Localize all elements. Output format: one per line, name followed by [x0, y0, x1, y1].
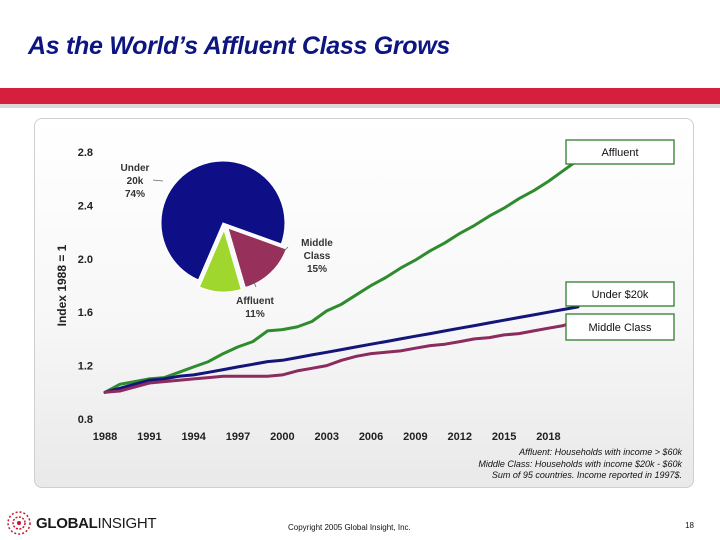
- callout-box: [565, 313, 675, 341]
- logo-part-global: GLOBAL: [36, 514, 98, 532]
- callout-middle-class: Middle Class: [565, 313, 675, 341]
- globe-icon: [7, 511, 31, 535]
- pie-slice-middle-class: [227, 227, 287, 289]
- pie-label-under-20k: Under 20k 74%: [121, 163, 150, 200]
- pie-slice-under-20k: [160, 160, 286, 281]
- slide-title: As the World’s Affluent Class Grows: [28, 32, 450, 60]
- y-axis-label: Index 1988 = 1: [55, 244, 69, 326]
- footnote: Affluent: Households with income > $60k …: [478, 447, 682, 482]
- x-tick-label: 1991: [137, 431, 161, 443]
- title-accent-bar: [0, 88, 720, 104]
- pie-leader-middle: [282, 246, 289, 253]
- pie-label-line: 74%: [125, 189, 145, 200]
- global-insight-logo: GLOBALINSIGHT: [6, 510, 157, 536]
- series-line-middle-class: [103, 318, 580, 394]
- series-line-affluent: [103, 158, 580, 394]
- title-underline: [0, 104, 720, 108]
- x-tick-label: 1988: [93, 431, 117, 443]
- pie-label-line: Affluent: [236, 296, 274, 307]
- x-tick-label: 2003: [314, 431, 338, 443]
- copyright: Copyright 2005 Global Insight, Inc.: [288, 523, 411, 532]
- y-tick-label: 1.2: [78, 361, 93, 373]
- pie-label-line: 20k: [127, 176, 144, 187]
- pie-slice-affluent: [198, 228, 242, 293]
- note-middle: Middle Class: Households with income $20…: [478, 458, 682, 469]
- pie-label-line: 11%: [245, 309, 265, 320]
- y-tick-label: 2.0: [78, 254, 93, 266]
- logo-wordmark: GLOBALINSIGHT: [36, 514, 157, 532]
- y-tick-label: 2.4: [78, 200, 94, 212]
- note-source: Sum of 95 countries. Income reported in …: [491, 470, 682, 480]
- x-tick-label: 2018: [536, 431, 560, 443]
- pie-leader-affluent: [253, 281, 257, 288]
- series-layer: [103, 158, 580, 394]
- callout-under-20k: Under $20k: [565, 281, 675, 307]
- x-tick-label: 2006: [359, 431, 383, 443]
- pie-chart: Under 20k 74% Middle Class 15% Affluent 11%: [121, 160, 333, 320]
- pie-label-middle-class: Middle Class 15%: [301, 238, 333, 275]
- chart-axes: 0.8 1.2 1.6 2.0 2.4 2.8 1988 1991 1994 1997 2000 20…: [55, 147, 561, 443]
- x-tick-label: 1994: [181, 431, 206, 443]
- x-tick-label: 2009: [403, 431, 427, 443]
- pie-label-line: 15%: [307, 264, 327, 275]
- callout-box: [565, 139, 675, 165]
- pie-label-line: Class: [304, 251, 331, 262]
- series-line-under-20k: [103, 305, 580, 394]
- y-tick-label: 0.8: [78, 414, 93, 426]
- x-tick-label: 2015: [492, 431, 516, 443]
- pie-label-line: Under: [121, 163, 150, 174]
- pie-label-line: Middle: [301, 238, 333, 249]
- callout-layer: Affluent Under $20k Middle Class: [565, 139, 675, 341]
- callout-label: Under $20k: [592, 289, 649, 301]
- pie-leader-under: [152, 179, 164, 182]
- x-tick-label: 1997: [226, 431, 250, 443]
- note-affluent: Affluent: Households with income > $60k: [519, 447, 682, 457]
- y-tick-label: 2.8: [78, 147, 93, 159]
- callout-affluent: Affluent: [565, 139, 675, 165]
- x-tick-label: 2000: [270, 431, 294, 443]
- page-number: 18: [685, 521, 694, 530]
- logo-part-insight: INSIGHT: [97, 514, 157, 532]
- callout-label: Affluent: [601, 147, 638, 159]
- callout-label: Middle Class: [589, 322, 652, 334]
- x-tick-label: 2012: [448, 431, 472, 443]
- callout-box: [565, 281, 675, 307]
- y-tick-label: 1.6: [78, 307, 93, 319]
- pie-label-affluent: Affluent 11%: [236, 296, 274, 320]
